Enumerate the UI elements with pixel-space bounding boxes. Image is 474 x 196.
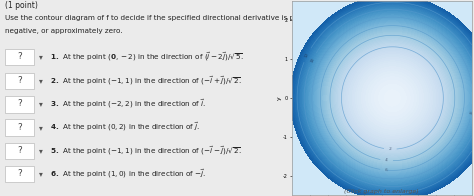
Text: $\mathbf{3.}$ At the point $(-2,2)$ in the direction of $\vec{i}.$: $\mathbf{3.}$ At the point $(-2,2)$ in t… <box>46 98 207 110</box>
Text: $\mathbf{5.}$ At the point $(-1,1)$ in the direction of $(-\vec{i}-\vec{j})/\sqr: $\mathbf{5.}$ At the point $(-1,1)$ in t… <box>46 144 243 157</box>
Text: Use the contour diagram of f to decide if the specified directional derivative i: Use the contour diagram of f to decide i… <box>5 15 320 21</box>
Text: ▾: ▾ <box>39 123 43 132</box>
FancyBboxPatch shape <box>5 143 34 159</box>
Text: ?: ? <box>17 99 22 108</box>
Text: ▾: ▾ <box>39 146 43 155</box>
Text: ?: ? <box>17 169 22 178</box>
FancyBboxPatch shape <box>5 73 34 89</box>
Text: $\mathbf{6.}$ At the point $(1,0)$ in the direction of $-\vec{j}.$: $\mathbf{6.}$ At the point $(1,0)$ in th… <box>46 167 207 180</box>
Text: 2: 2 <box>389 147 392 151</box>
Text: ▾: ▾ <box>39 76 43 85</box>
Y-axis label: y: y <box>277 96 282 100</box>
FancyBboxPatch shape <box>5 49 34 65</box>
Text: ▾: ▾ <box>39 169 43 178</box>
Text: 12: 12 <box>304 52 310 58</box>
Text: $\mathbf{1.}$ At the point $(\mathbf{0},-2)$ in the direction of $(\vec{i}-2\vec: $\mathbf{1.}$ At the point $(\mathbf{0},… <box>46 50 245 63</box>
Text: $\mathbf{2.}$ At the point $(-1,1)$ in the direction of $(-\vec{i}+\vec{j})/\sqr: $\mathbf{2.}$ At the point $(-1,1)$ in t… <box>46 74 243 87</box>
Text: ?: ? <box>17 146 22 155</box>
Text: ?: ? <box>17 52 22 61</box>
Text: 4: 4 <box>385 158 388 162</box>
Text: (1 point): (1 point) <box>5 1 38 10</box>
Text: 6: 6 <box>385 168 388 172</box>
FancyBboxPatch shape <box>5 96 34 113</box>
Text: negative, or approximately zero.: negative, or approximately zero. <box>5 28 123 34</box>
Text: (Click graph to enlarge): (Click graph to enlarge) <box>344 189 419 194</box>
Text: ?: ? <box>17 123 22 132</box>
Text: ?: ? <box>17 76 22 85</box>
Text: $\mathbf{4.}$ At the point $(0,2)$ in the direction of $\vec{j}.$: $\mathbf{4.}$ At the point $(0,2)$ in th… <box>46 121 201 133</box>
FancyBboxPatch shape <box>5 119 34 136</box>
Text: 8: 8 <box>469 111 474 114</box>
Text: ▾: ▾ <box>39 99 43 108</box>
Text: ▾: ▾ <box>39 52 43 61</box>
FancyBboxPatch shape <box>5 166 34 182</box>
Text: 10: 10 <box>310 57 316 64</box>
